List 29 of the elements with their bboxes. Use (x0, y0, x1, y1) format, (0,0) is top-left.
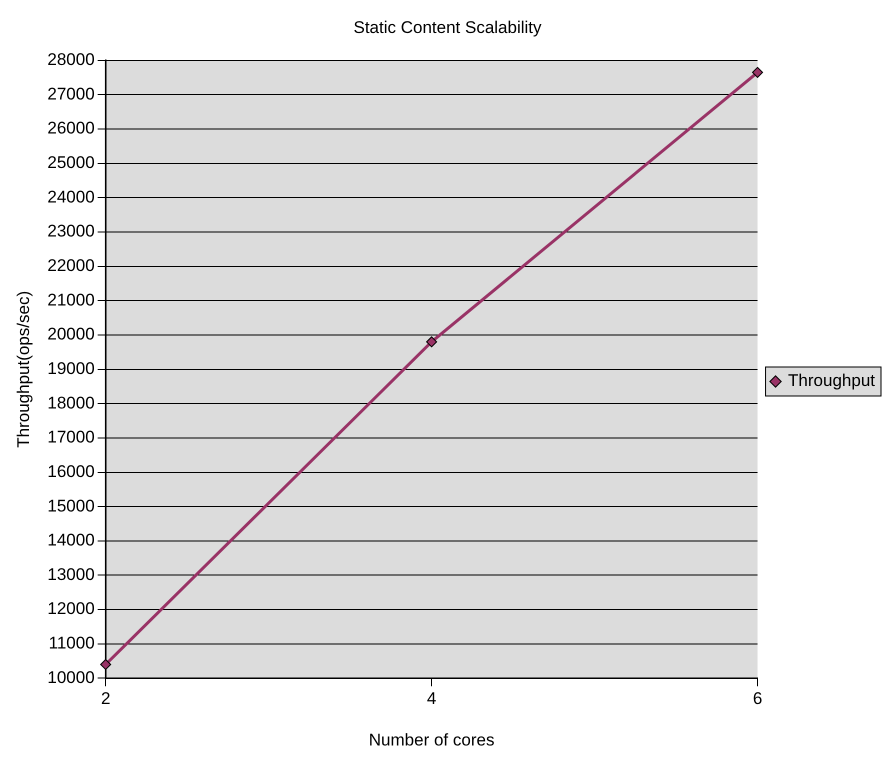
x-tick-label: 2 (100, 689, 110, 708)
chart-title: Static Content Scalability (353, 18, 542, 37)
y-tick-label: 16000 (47, 462, 95, 481)
y-tick-label: 13000 (47, 564, 95, 584)
x-tick-label: 6 (752, 689, 762, 708)
point (752, 66, 764, 78)
y-tick-label: 27000 (47, 84, 95, 104)
x-tick-label: 4 (426, 689, 436, 708)
y-tick-label: 15000 (47, 496, 95, 516)
y-axis-title: Throughput(ops/sec) (14, 290, 33, 448)
y-tick-label: 28000 (47, 50, 95, 70)
y-tick-label: 22000 (47, 256, 95, 276)
y-tick-label: 25000 (47, 153, 95, 172)
y-tick-label: 11000 (48, 634, 95, 653)
y-tick-label: 26000 (47, 118, 95, 138)
y-tick-label: 12000 (47, 599, 95, 618)
point (100, 658, 112, 670)
y-tick-label: 24000 (47, 187, 95, 206)
y-tick-label: 23000 (47, 222, 95, 241)
y-tick-label: 17000 (47, 428, 95, 447)
y-tick-label: 19000 (47, 358, 95, 378)
y-tick-label: 14000 (47, 530, 95, 550)
y-tick-label: 20000 (47, 324, 95, 344)
legend-label: Throughput (788, 371, 876, 390)
point (426, 336, 438, 348)
y-tick-label: 21000 (47, 290, 95, 310)
x-axis-title: Number of cores (368, 730, 494, 750)
y-tick-label: 18000 (47, 393, 95, 412)
y-tick-label: 10000 (47, 668, 95, 687)
